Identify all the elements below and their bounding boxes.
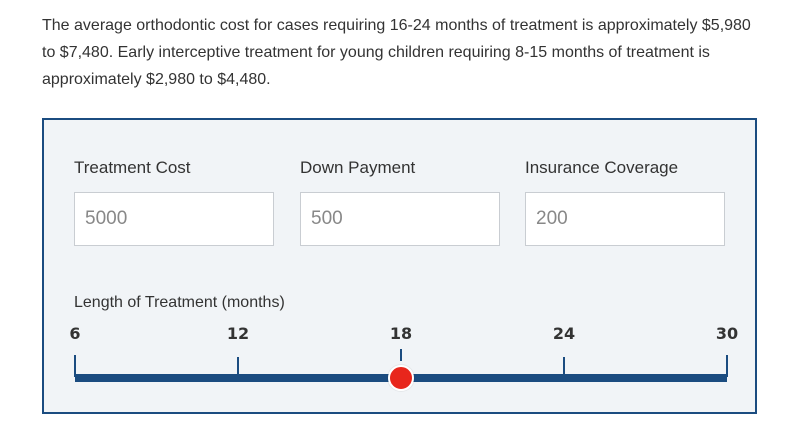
tick-label-30: 30 xyxy=(715,324,739,343)
payment-calculator-panel: Treatment Cost Down Payment Insurance Co… xyxy=(42,118,757,414)
treatment-cost-input[interactable] xyxy=(74,192,274,246)
tick-mark-18 xyxy=(400,349,402,361)
tick-mark-24 xyxy=(563,357,565,377)
tick-mark-30 xyxy=(726,355,728,377)
down-payment-input[interactable] xyxy=(300,192,500,246)
tick-label-6: 6 xyxy=(69,324,81,343)
tick-label-18: 18 xyxy=(389,324,413,343)
intro-paragraph: The average orthodontic cost for cases r… xyxy=(42,17,751,88)
treatment-cost-label: Treatment Cost xyxy=(74,158,191,177)
tick-mark-6 xyxy=(74,355,76,377)
tick-mark-12 xyxy=(237,357,239,377)
down-payment-label: Down Payment xyxy=(300,158,416,177)
treatment-length-label: Length of Treatment (months) xyxy=(74,294,285,311)
tick-label-12: 12 xyxy=(226,324,250,343)
insurance-coverage-label: Insurance Coverage xyxy=(525,158,679,177)
insurance-coverage-input[interactable] xyxy=(525,192,725,246)
treatment-length-thumb[interactable] xyxy=(388,365,414,391)
tick-label-24: 24 xyxy=(552,324,576,343)
